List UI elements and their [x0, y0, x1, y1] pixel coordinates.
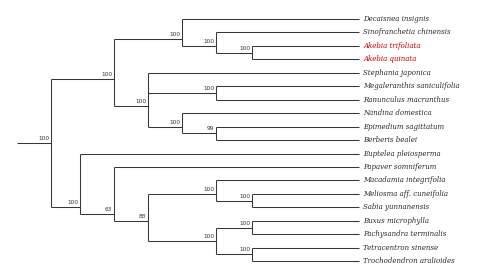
Text: 99: 99	[206, 126, 214, 131]
Text: 100: 100	[38, 136, 49, 141]
Text: 100: 100	[240, 194, 250, 199]
Text: Decaisnea insignis: Decaisnea insignis	[363, 15, 429, 23]
Text: 100: 100	[240, 221, 250, 225]
Text: 100: 100	[101, 72, 112, 78]
Text: Tetracentron sinense: Tetracentron sinense	[363, 244, 438, 252]
Text: Akebia trifoliata: Akebia trifoliata	[363, 42, 420, 50]
Text: 100: 100	[203, 234, 214, 239]
Text: Nandina domestica: Nandina domestica	[363, 109, 432, 117]
Text: Meliosma aff. cuneifolia: Meliosma aff. cuneifolia	[363, 190, 448, 198]
Text: Ranunculus macranthus: Ranunculus macranthus	[363, 96, 449, 104]
Text: 63: 63	[105, 207, 112, 212]
Text: 100: 100	[240, 45, 250, 51]
Text: Buxus microphylla: Buxus microphylla	[363, 217, 429, 225]
Text: 100: 100	[169, 120, 180, 125]
Text: Epimedium sagittatum: Epimedium sagittatum	[363, 123, 444, 131]
Text: 100: 100	[169, 32, 180, 37]
Text: Berberis bealei: Berberis bealei	[363, 136, 417, 144]
Text: 100: 100	[240, 248, 250, 252]
Text: Megaleranthis saniculifolia: Megaleranthis saniculifolia	[363, 82, 460, 90]
Text: Euptelea pleiosperma: Euptelea pleiosperma	[363, 150, 440, 157]
Text: 88: 88	[138, 214, 146, 219]
Text: 100: 100	[135, 99, 146, 104]
Text: Pachysandra terminalis: Pachysandra terminalis	[363, 230, 446, 238]
Text: 100: 100	[203, 187, 214, 192]
Text: Sinofranchetia chinensis: Sinofranchetia chinensis	[363, 28, 450, 36]
Text: Trochodendron aralioides: Trochodendron aralioides	[363, 257, 455, 265]
Text: Stephania japonica: Stephania japonica	[363, 69, 431, 77]
Text: Akebia quinata: Akebia quinata	[363, 55, 416, 63]
Text: 100: 100	[203, 86, 214, 91]
Text: 100: 100	[67, 200, 78, 205]
Text: Papaver somniferum: Papaver somniferum	[363, 163, 436, 171]
Text: Macadamia integrifolia: Macadamia integrifolia	[363, 177, 446, 184]
Text: Sabia yunnanensis: Sabia yunnanensis	[363, 203, 430, 211]
Text: 100: 100	[203, 39, 214, 44]
